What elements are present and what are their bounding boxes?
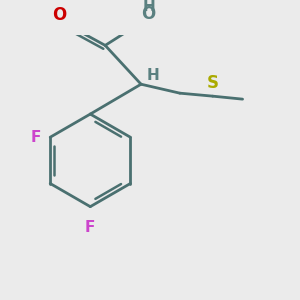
- Text: O: O: [141, 5, 155, 23]
- Text: H: H: [147, 68, 160, 83]
- Text: S: S: [207, 74, 219, 92]
- Text: H: H: [142, 0, 155, 14]
- Text: O: O: [52, 7, 66, 25]
- Text: F: F: [85, 220, 95, 235]
- Text: F: F: [31, 130, 41, 145]
